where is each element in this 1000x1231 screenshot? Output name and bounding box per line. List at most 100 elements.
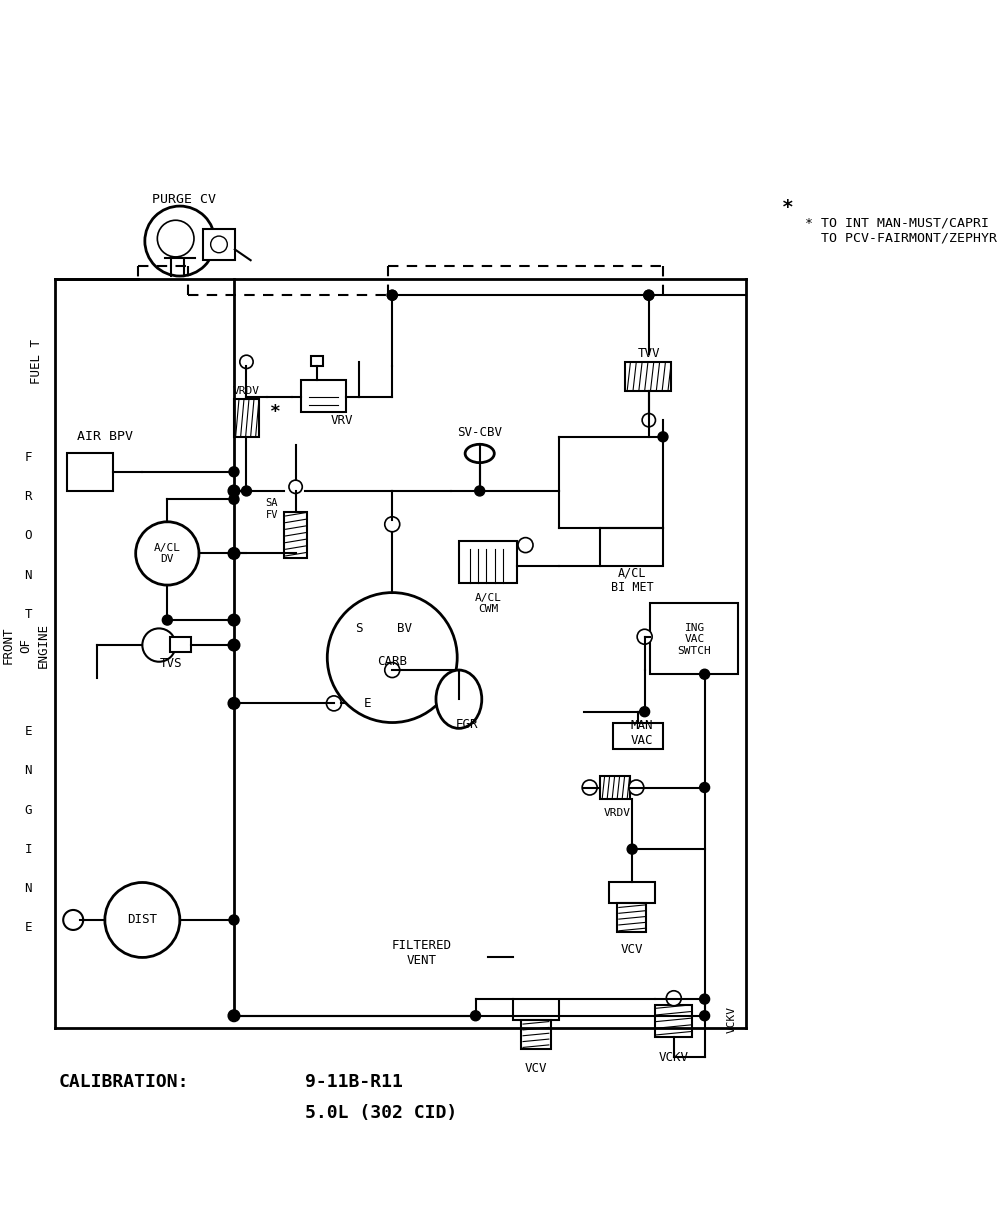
Circle shape	[229, 467, 239, 476]
Bar	[650, 603, 738, 675]
Text: VCV: VCV	[621, 943, 643, 955]
Text: N: N	[24, 881, 32, 895]
Circle shape	[229, 549, 239, 559]
Circle shape	[289, 480, 302, 494]
Bar	[617, 904, 646, 932]
Circle shape	[326, 696, 341, 710]
Text: DIST: DIST	[127, 913, 157, 927]
Text: VRDV: VRDV	[604, 809, 631, 819]
Text: T: T	[24, 608, 32, 620]
Circle shape	[145, 206, 215, 276]
Circle shape	[228, 639, 240, 651]
Bar	[284, 512, 307, 558]
Text: R: R	[24, 490, 32, 503]
Circle shape	[229, 616, 239, 625]
Circle shape	[582, 780, 597, 795]
Circle shape	[229, 640, 239, 650]
Text: SV-CBV: SV-CBV	[457, 426, 502, 439]
Text: E: E	[24, 921, 32, 934]
Bar	[625, 362, 671, 391]
Text: A/CL
BI MET: A/CL BI MET	[611, 566, 654, 595]
Text: A/CL
DV: A/CL DV	[154, 543, 181, 564]
Circle shape	[142, 628, 176, 662]
Circle shape	[700, 995, 710, 1004]
Text: FRONT
OF
ENGINE: FRONT OF ENGINE	[1, 623, 50, 667]
Circle shape	[640, 707, 650, 716]
Text: E: E	[24, 725, 32, 739]
Bar	[234, 399, 259, 437]
Circle shape	[387, 291, 397, 300]
Circle shape	[385, 662, 400, 677]
Text: G: G	[24, 804, 32, 816]
Circle shape	[162, 616, 172, 625]
Bar	[600, 776, 630, 799]
Circle shape	[627, 844, 637, 854]
Circle shape	[229, 495, 239, 505]
Circle shape	[240, 356, 253, 368]
Circle shape	[228, 485, 240, 497]
Bar	[170, 636, 191, 651]
Text: * TO INT MAN-MUST/CAPRI
  TO PCV-FAIRMONT/ZEPHYR: * TO INT MAN-MUST/CAPRI TO PCV-FAIRMONT/…	[805, 217, 997, 244]
Circle shape	[229, 698, 239, 708]
Circle shape	[644, 291, 654, 300]
Text: SA
FV: SA FV	[266, 499, 278, 519]
Circle shape	[385, 517, 400, 532]
Text: CALIBRATION:: CALIBRATION:	[59, 1073, 190, 1092]
Text: F: F	[24, 451, 32, 464]
Circle shape	[629, 780, 644, 795]
Text: A/CL
CWM: A/CL CWM	[475, 592, 502, 614]
Text: FILTERED
VENT: FILTERED VENT	[391, 939, 451, 968]
Text: ING
VAC
SWTCH: ING VAC SWTCH	[678, 623, 711, 656]
Bar	[301, 380, 346, 412]
Text: O: O	[24, 529, 32, 543]
Text: CARB: CARB	[377, 655, 407, 668]
Circle shape	[642, 414, 655, 427]
Circle shape	[136, 522, 199, 585]
Circle shape	[211, 236, 227, 252]
Circle shape	[241, 486, 251, 496]
Text: VRV: VRV	[331, 414, 354, 427]
Text: S: S	[355, 622, 363, 635]
Circle shape	[700, 783, 710, 793]
Text: 5.0L (302 CID): 5.0L (302 CID)	[305, 1104, 457, 1123]
Circle shape	[666, 991, 681, 1006]
Circle shape	[105, 883, 180, 958]
Circle shape	[518, 538, 533, 553]
Text: PURGE CV: PURGE CV	[152, 193, 216, 206]
Bar	[513, 1000, 559, 1020]
Text: VCKV: VCKV	[659, 1051, 689, 1064]
Text: N: N	[24, 764, 32, 777]
Circle shape	[228, 614, 240, 625]
Circle shape	[63, 910, 83, 929]
Circle shape	[644, 291, 654, 300]
Text: TVV: TVV	[638, 347, 660, 359]
Text: *: *	[782, 198, 794, 217]
Text: 9-11B-R11: 9-11B-R11	[305, 1073, 403, 1092]
Circle shape	[228, 548, 240, 559]
Text: N: N	[24, 569, 32, 581]
Circle shape	[658, 432, 668, 442]
Text: BV: BV	[397, 622, 412, 635]
Text: E: E	[364, 697, 371, 710]
Bar	[459, 540, 517, 582]
Circle shape	[475, 486, 485, 496]
Bar	[203, 229, 235, 260]
Text: AIR BPV: AIR BPV	[77, 431, 133, 443]
Circle shape	[387, 291, 397, 300]
Bar	[655, 1004, 692, 1037]
Ellipse shape	[465, 444, 494, 463]
Bar	[311, 356, 323, 366]
Circle shape	[228, 1009, 240, 1022]
Bar	[521, 1020, 551, 1049]
Text: VCV: VCV	[525, 1061, 548, 1075]
Circle shape	[157, 220, 194, 257]
Bar	[67, 453, 113, 491]
Text: FUEL T: FUEL T	[30, 340, 43, 384]
Text: *: *	[270, 403, 281, 421]
Circle shape	[700, 1011, 710, 1020]
Circle shape	[700, 670, 710, 680]
Bar	[609, 883, 655, 904]
Text: MAN
VAC: MAN VAC	[631, 719, 653, 746]
Text: VRDV: VRDV	[233, 387, 260, 396]
Ellipse shape	[436, 670, 482, 729]
